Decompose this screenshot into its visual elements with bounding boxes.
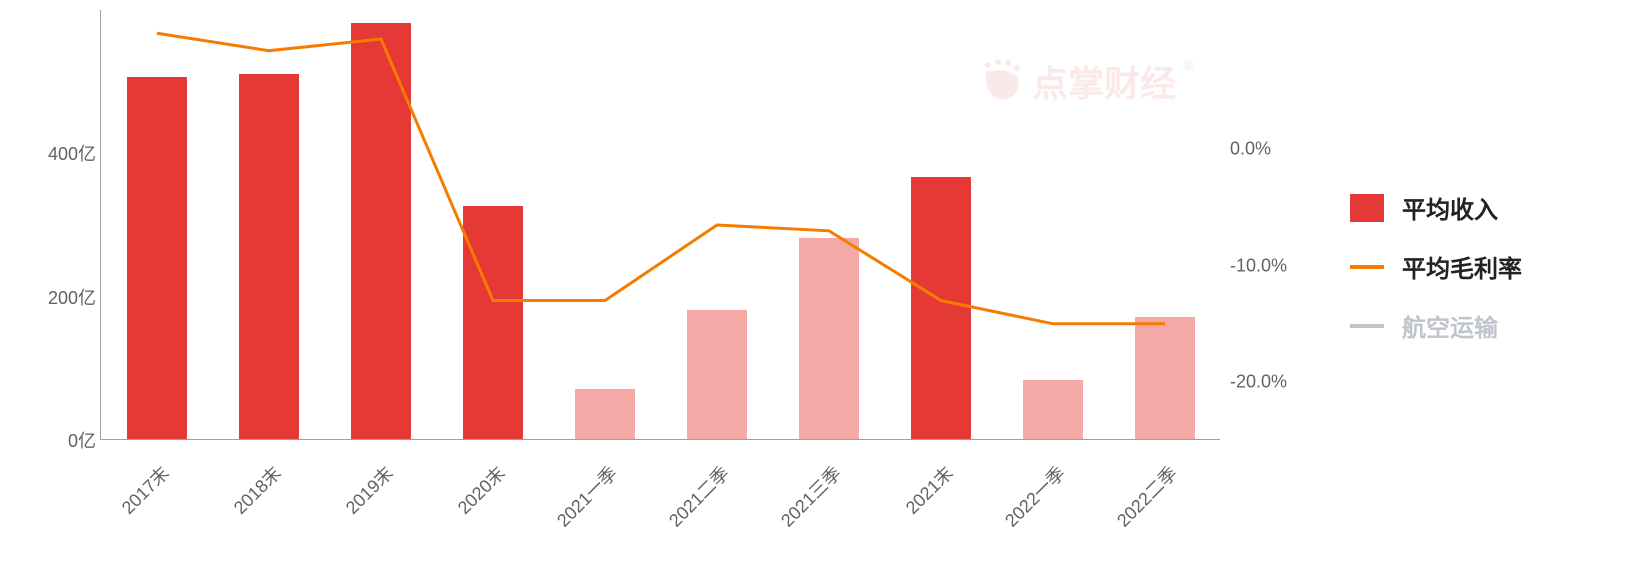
legend-label: 平均毛利率 (1402, 249, 1522, 284)
watermark-text: 点掌财经 (1032, 55, 1176, 107)
y-left-tick-label: 0亿 (68, 427, 96, 453)
y-right-tick-label: -10.0% (1230, 255, 1287, 276)
x-tick-label: 2021一季 (550, 460, 622, 532)
watermark-registered: ® (1184, 57, 1194, 73)
y-left-tick-label: 400亿 (48, 140, 96, 166)
legend-swatch-line (1350, 265, 1384, 269)
watermark-hand-icon (980, 59, 1024, 103)
x-tick-label: 2020末 (451, 460, 510, 519)
combo-chart: 0亿 200亿 400亿 0.0% -10.0% -20.0% 2017末 2018末 20… (0, 0, 1632, 587)
x-tick-label: 2022一季 (998, 460, 1070, 532)
legend-label: 航空运输 (1402, 308, 1498, 343)
legend-item[interactable]: 航空运输 (1350, 308, 1522, 343)
legend-swatch-line (1350, 324, 1384, 328)
x-tick-label: 2021末 (899, 460, 958, 519)
x-tick-label: 2022二季 (1110, 460, 1182, 532)
watermark: 点掌财经 ® (980, 55, 1194, 107)
x-tick-label: 2017末 (115, 460, 174, 519)
x-tick-label: 2018末 (227, 460, 286, 519)
x-tick-label: 2021二季 (662, 460, 734, 532)
x-tick-label: 2019末 (339, 460, 398, 519)
legend-item[interactable]: 平均收入 (1350, 190, 1522, 225)
legend-item[interactable]: 平均毛利率 (1350, 249, 1522, 284)
y-right-tick-label: 0.0% (1230, 139, 1271, 160)
legend-label: 平均收入 (1402, 190, 1498, 225)
y-right-tick-label: -20.0% (1230, 371, 1287, 392)
legend-swatch-bar (1350, 194, 1384, 222)
legend: 平均收入平均毛利率航空运输 (1350, 190, 1522, 367)
x-tick-label: 2021三季 (774, 460, 846, 532)
y-left-tick-label: 200亿 (48, 284, 96, 310)
